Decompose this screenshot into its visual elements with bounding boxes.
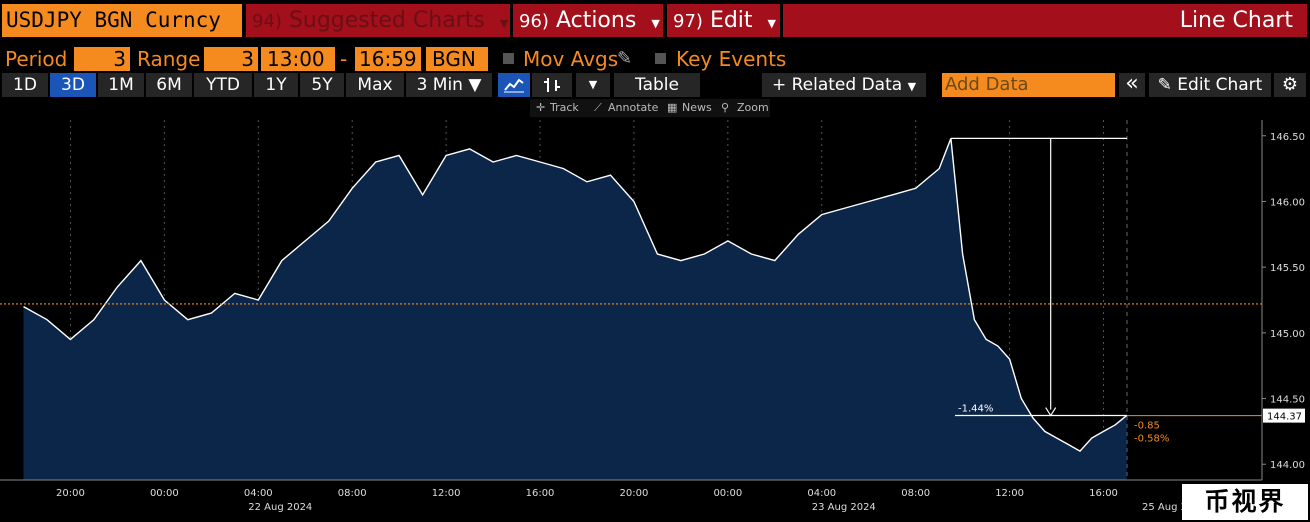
y-tick-label: 144.50: [1270, 395, 1305, 406]
magnifier-icon: ⚲: [721, 101, 730, 114]
chevron-down-icon: ▼: [767, 17, 777, 30]
period-input[interactable]: 3: [74, 47, 130, 71]
y-tick-label: 146.50: [1270, 132, 1305, 143]
x-tick-label: 04:00: [244, 488, 273, 499]
range-button-1m[interactable]: 1M: [98, 73, 144, 97]
range-button-6m[interactable]: 6M: [146, 73, 192, 97]
x-tick-label: 08:00: [901, 488, 930, 499]
annotate-tool[interactable]: Annotate: [608, 101, 659, 114]
chart-style-dropdown[interactable]: ▼: [576, 73, 610, 97]
date-label: 23 Aug 2024: [812, 502, 876, 513]
table-button[interactable]: Table: [614, 73, 700, 97]
x-tick-label: 16:00: [1089, 488, 1118, 499]
news-tool[interactable]: News: [682, 101, 712, 114]
pencil-icon[interactable]: ✎: [617, 48, 633, 69]
range-button-3d[interactable]: 3D: [50, 73, 96, 97]
line-chart-icon: [504, 78, 524, 93]
track-tool[interactable]: Track: [550, 101, 579, 114]
x-tick-label: 12:00: [995, 488, 1024, 499]
time-separator: -: [340, 47, 348, 71]
source-input[interactable]: BGN: [426, 47, 488, 71]
edit-chart-label: Edit Chart: [1177, 75, 1263, 95]
edit-chart-button[interactable]: ✎ Edit Chart: [1149, 73, 1271, 97]
top-menu-bar: USDJPY BGN Curncy 94) Suggested Charts ▼…: [0, 0, 1310, 42]
x-tick-label: 00:00: [150, 488, 179, 499]
y-tick-label: 145.00: [1270, 329, 1305, 340]
related-data-dropdown[interactable]: + Related Data ▼: [762, 73, 926, 97]
x-axis: 20:00 00:00 04:00 08:00 12:00 16:00 20:00 00:00…: [0, 479, 1262, 513]
news-icon: ▦: [667, 101, 678, 114]
last-price-label: 144.37: [1267, 412, 1302, 423]
chevron-down-icon: ▼: [499, 17, 509, 30]
range-label: Range: [137, 47, 201, 71]
drop-measure: -1.44%: [950, 137, 1127, 417]
change-abs-label: -0.85: [1134, 421, 1160, 432]
key-events-label: Key Events: [676, 47, 787, 71]
collapse-chevron-icon[interactable]: «: [1119, 73, 1145, 97]
range-button-1y[interactable]: 1Y: [254, 73, 298, 97]
range-button-1d[interactable]: 1D: [2, 73, 48, 97]
suggested-number: 94): [252, 11, 282, 32]
x-tick-label: 12:00: [432, 488, 461, 499]
last-price-tag: [1263, 408, 1305, 423]
actions-label: Actions: [555, 8, 637, 33]
range-button-ytd[interactable]: YTD: [194, 73, 252, 97]
x-tick-label: 04:00: [807, 488, 836, 499]
interval-label: 3 Min: [416, 75, 463, 95]
line-chart-icon-button[interactable]: [498, 73, 530, 97]
x-tick-label: 00:00: [713, 488, 742, 499]
edit-menu[interactable]: 97) Edit ▼: [667, 4, 780, 37]
edit-number: 97): [673, 11, 703, 32]
watermark-logo: 币视界: [1182, 484, 1308, 520]
period-row: Period 3 Range 3 13:00 - 16:59 BGN Mov A…: [0, 46, 1310, 72]
ticker-field[interactable]: USDJPY BGN Curncy: [2, 4, 242, 37]
caret-down-icon: ▼: [588, 78, 598, 91]
chevron-down-icon: ▼: [651, 17, 660, 30]
suggested-charts-menu[interactable]: 94) Suggested Charts ▼: [246, 4, 510, 37]
date-label: 22 Aug 2024: [248, 502, 312, 513]
caret-down-icon: ▼: [907, 80, 917, 93]
range-button-max[interactable]: Max: [346, 73, 404, 97]
x-tick-label: 16:00: [526, 488, 555, 499]
x-tick-label: 20:00: [620, 488, 649, 499]
crosshair-icon: ✛: [536, 101, 546, 114]
add-data-input[interactable]: Add Data: [942, 73, 1115, 97]
mov-avgs-checkbox[interactable]: [503, 53, 514, 64]
chart-type-title: Line Chart: [783, 4, 1307, 37]
annotate-icon: ⟋: [594, 101, 602, 114]
range-input[interactable]: 3: [204, 47, 258, 71]
pencil-icon: ✎: [1157, 75, 1172, 95]
caret-down-icon: ▼: [468, 75, 482, 95]
toolbar: 1D 3D 1M 6M YTD 1Y 5Y Max 3 Min ▼ ▼ Tabl…: [0, 73, 1310, 98]
mov-avgs-label: Mov Avgs: [523, 47, 619, 71]
y-tick-label: 144.00: [1270, 460, 1305, 471]
y-tick-label: 146.00: [1270, 197, 1305, 208]
time-from-input[interactable]: 13:00: [261, 47, 335, 71]
date-label: 25 Aug 2: [1142, 502, 1187, 513]
price-line: [23, 138, 1128, 452]
ohlc-bars-icon: [544, 78, 560, 92]
x-tick-label: 20:00: [56, 488, 85, 499]
ohlc-icon-button[interactable]: [532, 73, 572, 97]
time-to-input[interactable]: 16:59: [355, 47, 421, 71]
y-axis: 146.50 146.00 145.50 145.00 144.50 144.00 144.…: [1134, 120, 1305, 480]
y-tick-label: 145.50: [1270, 263, 1305, 274]
interval-dropdown[interactable]: 3 Min ▼: [406, 73, 492, 97]
change-pct-label: -0.58%: [1134, 434, 1169, 445]
drop-percent-label: -1.44%: [958, 404, 993, 415]
period-label: Period: [5, 47, 68, 71]
suggested-label: Suggested Charts: [288, 8, 485, 33]
related-data-label: + Related Data: [771, 75, 903, 95]
gear-icon[interactable]: ⚙: [1274, 73, 1306, 97]
actions-menu[interactable]: 96) Actions ▼: [513, 4, 663, 37]
actions-number: 96): [519, 11, 549, 32]
key-events-checkbox[interactable]: [655, 53, 666, 64]
chart-toolstrip: ✛ Track ⟋ Annotate ▦ News ⚲ Zoom: [530, 99, 770, 117]
range-button-5y[interactable]: 5Y: [300, 73, 344, 97]
edit-label: Edit: [709, 8, 753, 33]
x-tick-label: 08:00: [338, 488, 367, 499]
zoom-tool[interactable]: Zoom: [737, 101, 769, 114]
price-area: [23, 138, 1127, 480]
